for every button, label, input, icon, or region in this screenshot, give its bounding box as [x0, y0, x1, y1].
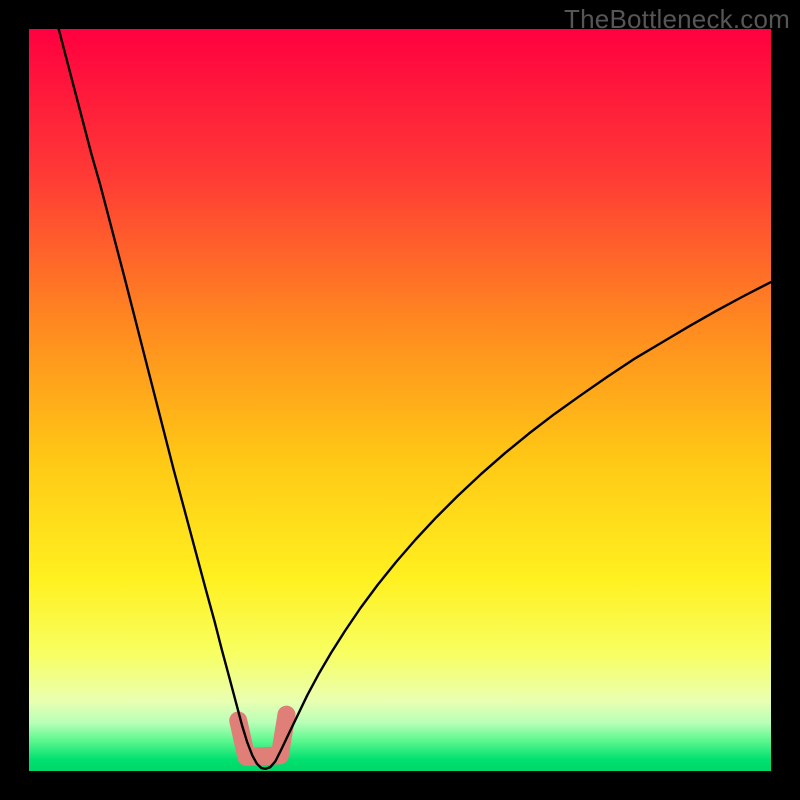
- watermark-text: TheBottleneck.com: [564, 4, 790, 35]
- bottleneck-chart: [29, 29, 771, 771]
- chart-frame: TheBottleneck.com: [0, 0, 800, 800]
- chart-background: [29, 29, 771, 771]
